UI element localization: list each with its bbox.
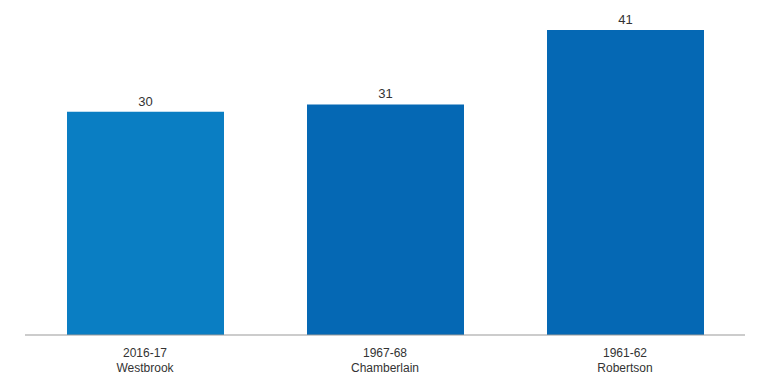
svg-text:30: 30 <box>138 94 152 109</box>
svg-text:41: 41 <box>618 12 632 27</box>
svg-text:1967-68Chamberlain: 1967-68Chamberlain <box>351 346 419 375</box>
svg-text:1961-62Robertson: 1961-62Robertson <box>597 346 652 375</box>
svg-text:2016-17Westbrook: 2016-17Westbrook <box>116 346 174 375</box>
svg-text:31: 31 <box>378 86 392 101</box>
